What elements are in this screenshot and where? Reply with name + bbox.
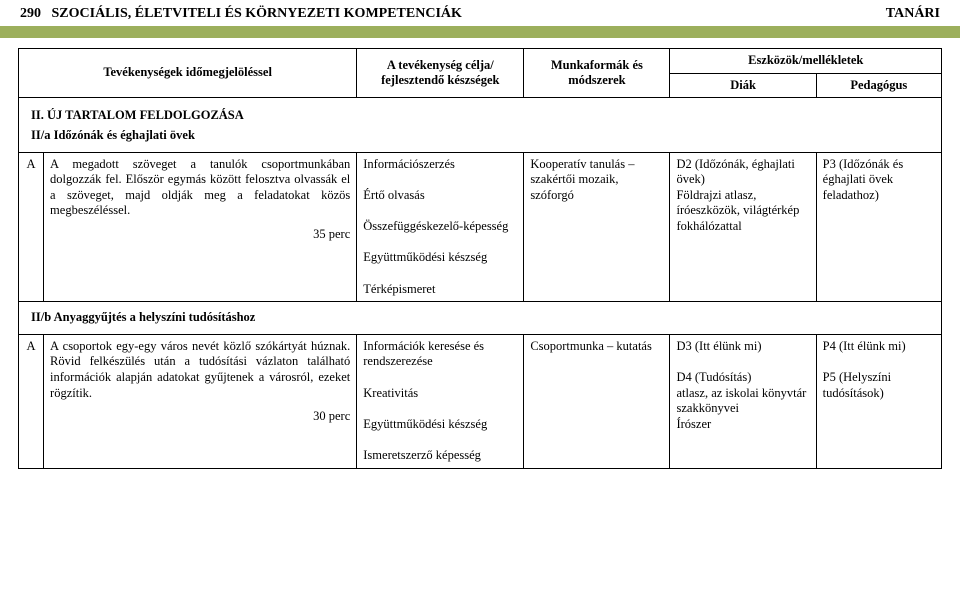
section-2b-label: II/b Anyaggyűjtés a helyszíni tudósításh… (25, 306, 935, 330)
row-2a-teacher: P3 (Időzónák és éghajlati övek feladatho… (816, 152, 941, 302)
row-2a-student: D2 (Időzónák, éghajlati övek) Földrajzi … (670, 152, 816, 302)
col-header-methods: Munkaformák és módszerek (524, 49, 670, 98)
section-2-title: II. ÚJ TARTALOM FELDOLGOZÁSA (25, 102, 935, 126)
row-2b: A A csoportok egy-egy város nevét közlő … (19, 334, 942, 468)
col-header-student: Diák (670, 73, 816, 98)
col-header-teacher: Pedagógus (816, 73, 941, 98)
row-2b-activity-cell: A csoportok egy-egy város nevét közlő sz… (44, 334, 357, 468)
row-2b-teacher: P4 (Itt élünk mi) P5 (Helyszíni tudósítá… (816, 334, 941, 468)
header-accent-bar (0, 26, 960, 38)
row-2b-goals: Információk keresése és rendszerezése Kr… (357, 334, 524, 468)
row-2b-student: D3 (Itt élünk mi) D4 (Tudósítás) atlasz,… (670, 334, 816, 468)
section-2a-label: II/a Időzónák és éghajlati övek (25, 126, 935, 148)
table-header-row-1: Tevékenységek időmegjelöléssel A tevéken… (19, 49, 942, 74)
row-2a-goals: Információszerzés Értő olvasás Összefügg… (357, 152, 524, 302)
row-2a-activity-text: A megadott szöveget a tanulók csoportmun… (50, 157, 350, 220)
section-2b-label-row: II/b Anyaggyűjtés a helyszíni tudósításh… (19, 302, 942, 335)
row-2b-methods: Csoportmunka – kutatás (524, 334, 670, 468)
row-2a-activity-cell: A megadott szöveget a tanulók csoportmun… (44, 152, 357, 302)
page-content: Tevékenységek időmegjelöléssel A tevéken… (0, 48, 960, 469)
header-title-right: TANÁRI (886, 6, 940, 22)
row-2b-marker: A (19, 334, 44, 468)
row-2a: A A megadott szöveget a tanulók csoportm… (19, 152, 942, 302)
col-header-activities: Tevékenységek időmegjelöléssel (19, 49, 357, 98)
lesson-plan-table: Tevékenységek időmegjelöléssel A tevéken… (18, 48, 942, 469)
col-header-tools: Eszközök/mellékletek (670, 49, 942, 74)
header-title-left: SZOCIÁLIS, ÉLETVITELI ÉS KÖRNYEZETI KOMP… (52, 6, 462, 21)
page-header-left: 290 SZOCIÁLIS, ÉLETVITELI ÉS KÖRNYEZETI … (20, 6, 462, 22)
row-2a-marker: A (19, 152, 44, 302)
page-header: 290 SZOCIÁLIS, ÉLETVITELI ÉS KÖRNYEZETI … (0, 0, 960, 26)
col-header-goals: A tevékenység célja/ fejlesztendő készsé… (357, 49, 524, 98)
row-2b-activity-text: A csoportok egy-egy város nevét közlő sz… (50, 339, 350, 402)
row-2a-methods: Kooperatív tanulás – szakértői mozaik, s… (524, 152, 670, 302)
page-number: 290 (20, 6, 41, 21)
row-2b-time: 30 perc (50, 401, 350, 425)
section-2-row: II. ÚJ TARTALOM FELDOLGOZÁSA II/a Időzón… (19, 98, 942, 152)
row-2a-time: 35 perc (50, 219, 350, 243)
